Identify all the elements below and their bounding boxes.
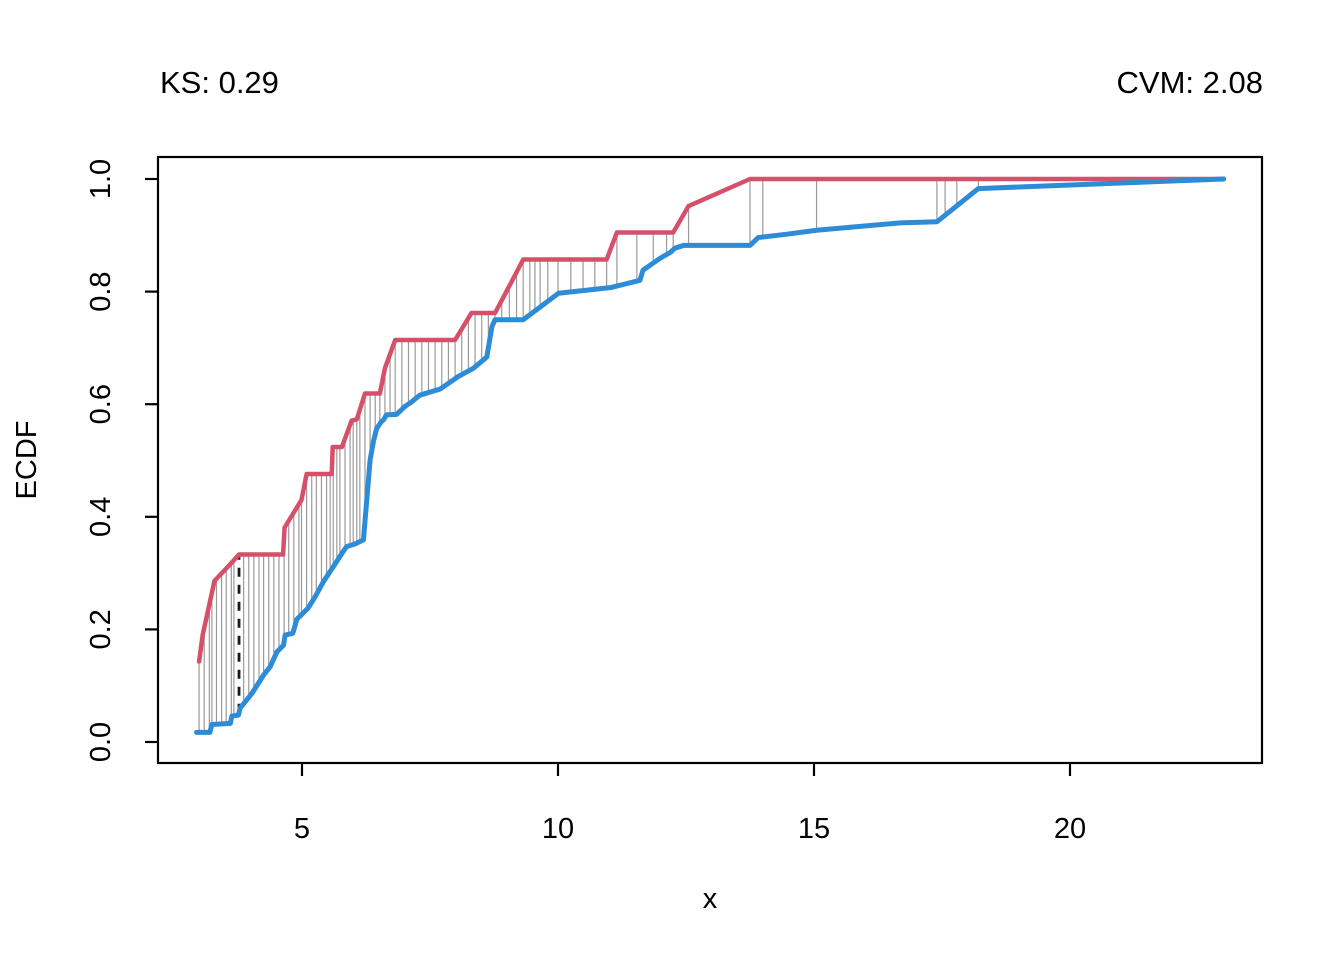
y-axis-title: ECDF (11, 421, 43, 500)
x-axis-tick-label: 5 (294, 813, 310, 845)
x-axis-tick-label: 10 (542, 813, 574, 845)
x-axis-tick-label: 20 (1054, 813, 1086, 845)
ks-stat-label: KS: 0.29 (160, 65, 279, 100)
cvm-stat-label: CVM: 2.08 (1117, 65, 1263, 100)
y-axis-tick-label: 0.8 (85, 271, 117, 311)
ecdf-blue-line (194, 176, 1227, 735)
x-axis-title: x (703, 883, 718, 915)
x-axis-tick-label: 15 (798, 813, 830, 845)
y-axis-tick-label: 1.0 (85, 159, 117, 199)
y-axis-tick-label: 0.0 (85, 722, 117, 762)
plot-frame (156, 155, 1264, 765)
plot-area: 5 10 15 20 0.0 0.2 0.4 0.6 0.8 1.0 (85, 155, 1264, 845)
ecdf-red-line (196, 176, 1226, 664)
y-axis-tick-label: 0.6 (85, 384, 117, 424)
y-axis-tick-label: 0.4 (85, 497, 117, 537)
y-axis-tick-label: 0.2 (85, 609, 117, 649)
